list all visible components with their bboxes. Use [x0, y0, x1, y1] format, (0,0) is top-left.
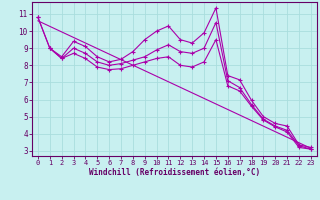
X-axis label: Windchill (Refroidissement éolien,°C): Windchill (Refroidissement éolien,°C) — [89, 168, 260, 177]
